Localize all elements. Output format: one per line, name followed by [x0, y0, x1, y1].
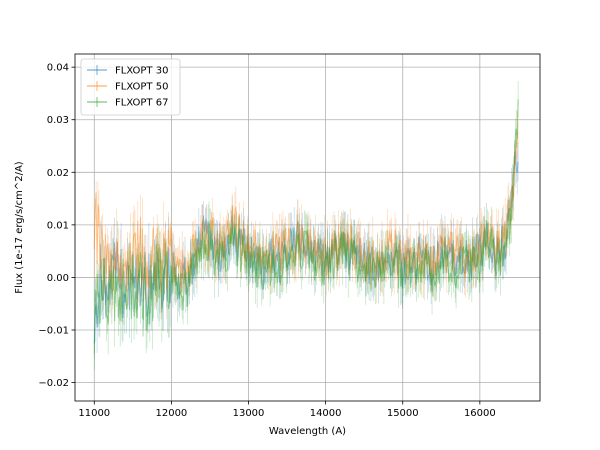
- series-2-error-bars: [93, 111, 519, 320]
- legend-label: FLXOPT 30: [115, 66, 168, 77]
- x-tick-label: 11000: [78, 408, 110, 419]
- y-tick-label: 0.03: [47, 115, 69, 126]
- plot-frame: [74, 53, 541, 402]
- y-tick-label: 0.02: [47, 168, 69, 179]
- series-layer: [93, 81, 519, 370]
- series-3-line: [93, 99, 519, 354]
- series-2: [93, 111, 519, 320]
- series-3: [93, 81, 519, 370]
- legend-label: FLXOPT 67: [115, 98, 168, 109]
- y-tick-label: −0.02: [38, 378, 69, 389]
- grid: [75, 54, 540, 401]
- series-3-error-bars: [93, 81, 519, 370]
- legend-label: FLXOPT 50: [115, 82, 168, 93]
- series-2-line: [93, 132, 519, 293]
- x-tick-label: 13000: [233, 408, 265, 419]
- legend-box: [80, 58, 181, 116]
- y-axis-label: Flux (1e-17 erg/s/cm^2/A): [14, 161, 25, 293]
- x-tick-label: 15000: [387, 408, 419, 419]
- legend-entry: FLXOPT 67: [87, 97, 168, 109]
- series-1-line: [93, 152, 519, 345]
- legend-entry: FLXOPT 30: [87, 65, 168, 77]
- series-1: [93, 139, 519, 360]
- y-tick-label: 0.04: [47, 63, 69, 74]
- x-tick-label: 14000: [310, 408, 342, 419]
- x-tick-label: 12000: [155, 408, 187, 419]
- y-tick-label: 0.00: [47, 273, 69, 284]
- legend: FLXOPT 30 FLXOPT 50 FLXOPT 67: [80, 58, 181, 116]
- y-tick-label: 0.01: [47, 220, 69, 231]
- ticks: 11000 12000 13000 14000 15000 16000 −0.02 −0.01…: [38, 63, 495, 419]
- x-tick-label: 16000: [464, 408, 496, 419]
- y-tick-label: −0.01: [38, 326, 69, 337]
- series-1-error-bars: [93, 139, 519, 360]
- x-axis-label: Wavelength (A): [269, 426, 346, 437]
- legend-entry: FLXOPT 50: [87, 81, 168, 93]
